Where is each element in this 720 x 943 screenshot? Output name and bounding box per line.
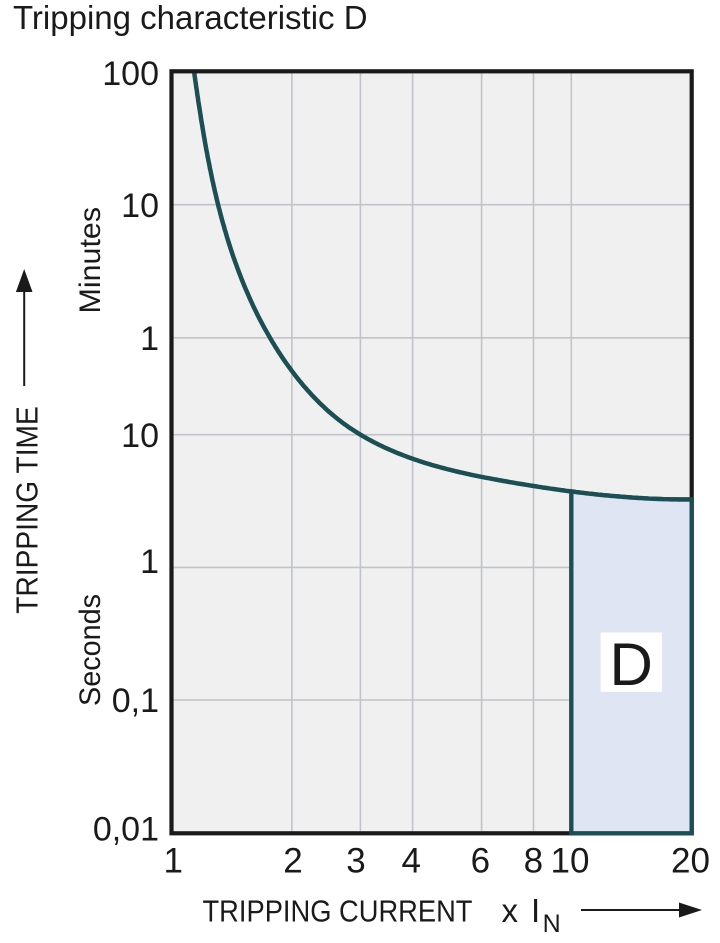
svg-text:8: 8 bbox=[524, 842, 543, 881]
svg-text:4: 4 bbox=[401, 842, 420, 881]
svg-text:1: 1 bbox=[140, 543, 159, 581]
svg-text:Minutes: Minutes bbox=[74, 207, 107, 314]
svg-text:10: 10 bbox=[121, 417, 159, 455]
svg-text:2: 2 bbox=[283, 842, 302, 881]
svg-text:0,1: 0,1 bbox=[112, 682, 159, 720]
svg-text:20: 20 bbox=[671, 842, 710, 881]
svg-text:Tripping characteristic D: Tripping characteristic D bbox=[13, 0, 368, 36]
svg-text:N: N bbox=[543, 910, 561, 938]
svg-text:1: 1 bbox=[140, 320, 159, 358]
svg-text:3: 3 bbox=[346, 842, 365, 881]
svg-text:0,01: 0,01 bbox=[93, 811, 159, 849]
svg-text:1: 1 bbox=[163, 842, 182, 881]
svg-text:Seconds: Seconds bbox=[74, 594, 107, 706]
svg-text:TRIPPING CURRENT: TRIPPING CURRENT bbox=[203, 894, 473, 929]
svg-text:10: 10 bbox=[121, 187, 159, 225]
svg-text:x: x bbox=[502, 892, 519, 929]
svg-text:D: D bbox=[610, 631, 653, 698]
svg-text:10: 10 bbox=[551, 842, 590, 881]
svg-text:6: 6 bbox=[471, 842, 490, 881]
svg-text:I: I bbox=[531, 892, 540, 929]
svg-text:TRIPPING TIME: TRIPPING TIME bbox=[11, 406, 45, 614]
svg-text:100: 100 bbox=[102, 55, 159, 93]
